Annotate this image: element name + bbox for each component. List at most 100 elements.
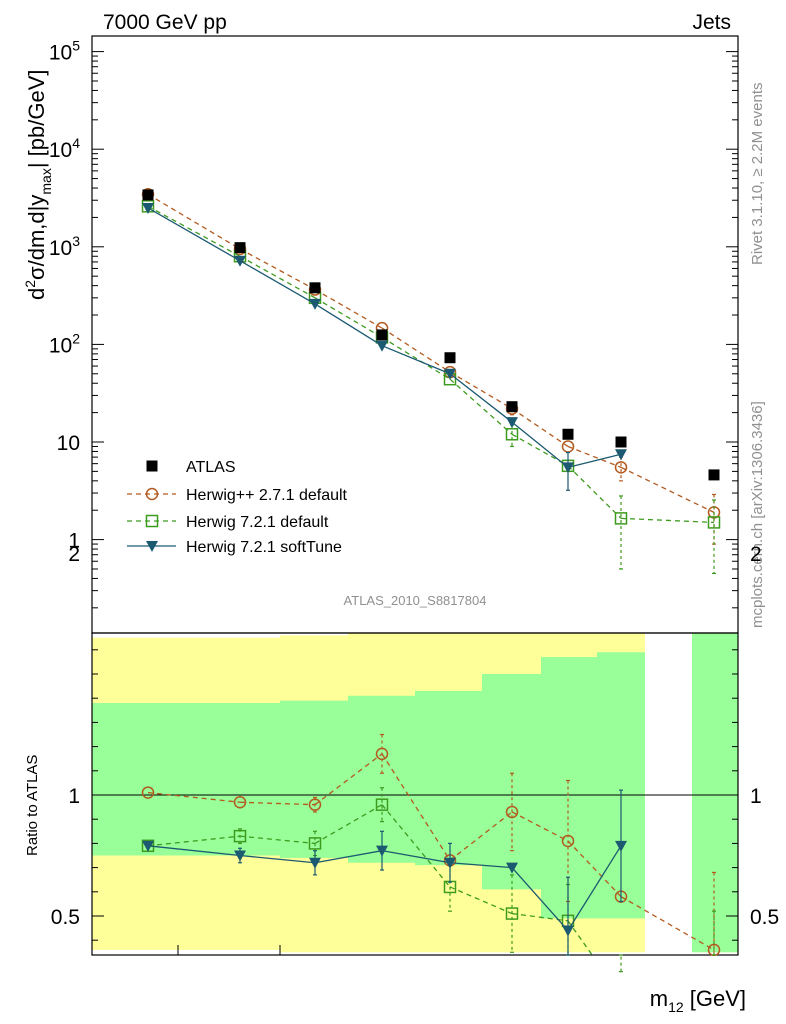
series-line-segment (449, 371, 513, 410)
uncertainty-band-inner (280, 700, 348, 858)
data-point (708, 469, 720, 481)
series-line-segment (620, 517, 715, 524)
uncertainty-band-inner (541, 657, 597, 919)
data-point (375, 747, 389, 761)
y-tick-label: 105 (49, 38, 80, 65)
x-axis-label: m12 [GeV] (650, 986, 746, 1015)
data-point (505, 805, 519, 819)
series-line-segment (147, 835, 241, 847)
data-point (142, 202, 154, 214)
ratio-y-tick-label: 2 (68, 543, 80, 566)
ratio-y-tick-label: 1 (68, 785, 80, 808)
data-point (145, 514, 159, 528)
y-tick-label: 10 (57, 432, 80, 455)
series-line-segment (511, 867, 569, 931)
series-line-segment (449, 811, 513, 861)
series-line-segment (449, 862, 513, 869)
data-point (505, 907, 519, 920)
series-line-segment (511, 408, 569, 448)
y-tick-label-base: 10 (49, 334, 72, 357)
y-tick-label-base: 10 (49, 139, 72, 162)
series-line-segment (314, 303, 383, 347)
ratio-y-tick-label: 0.5 (51, 906, 80, 929)
series-line-segment (567, 465, 622, 519)
y-tick-label-exp: 3 (72, 233, 80, 249)
series-line-segment (381, 336, 451, 380)
y-tick-label-exp: 4 (72, 135, 80, 151)
series-line-segment (147, 193, 241, 250)
series-line-segment (381, 345, 451, 375)
data-point (506, 417, 518, 429)
series-line-segment (239, 801, 316, 806)
series-line-segment (381, 850, 451, 864)
data-point (506, 401, 518, 413)
data-point (309, 298, 321, 310)
data-point (376, 845, 388, 857)
analysis-id-label: ATLAS_2010_S8817804 (344, 593, 487, 608)
data-point (234, 850, 246, 862)
legend-label: Herwig++ 2.7.1 default (186, 487, 348, 504)
legend-label: Herwig 7.2.1 softTune (186, 539, 342, 556)
data-point (444, 857, 456, 869)
series-line-segment (239, 854, 316, 864)
legend: ATLAS Herwig++ 2.7.1 default Herwig 7.2.1 … (127, 459, 348, 556)
series-line-segment (449, 378, 513, 435)
data-point (615, 436, 627, 448)
legend-label: ATLAS (186, 459, 236, 476)
data-point (615, 840, 627, 852)
mcplots-label: mcplots.cern.ch [arXiv:1306.3436] (749, 401, 766, 628)
data-point (146, 541, 158, 552)
data-point (561, 834, 575, 848)
y-tick-label-base: 10 (49, 237, 72, 260)
data-point (505, 428, 519, 441)
data-point (444, 352, 456, 364)
series-line-segment (239, 835, 316, 845)
ratio-series-layer (141, 733, 721, 973)
series-line-segment (381, 327, 451, 373)
ratio-y-tick-label-right: 2 (750, 543, 762, 566)
header-left: 7000 GeV pp (103, 11, 227, 34)
ratio-y-axis-label: Ratio to ATLAS (24, 755, 41, 856)
ratio-y-tick-label-right: 0.5 (750, 906, 779, 929)
series-line-segment (147, 791, 241, 803)
series-line-segment (567, 453, 622, 468)
data-point (308, 837, 322, 850)
series-line-segment (567, 920, 593, 956)
data-point (615, 449, 627, 461)
series-line-segment (147, 205, 241, 257)
uncertainty-band-inner (692, 633, 738, 953)
series-line-segment (449, 373, 513, 423)
series-line-segment (314, 850, 383, 864)
uncertainty-band-inner (415, 690, 482, 866)
y-tick-label: 1 (68, 530, 80, 553)
data-point (146, 460, 158, 472)
series-line-segment (449, 886, 513, 915)
data-point (375, 798, 389, 811)
data-point (309, 282, 321, 294)
data-point (562, 428, 574, 440)
data-point (308, 798, 322, 811)
data-point (562, 462, 574, 474)
data-point (142, 189, 154, 201)
y-tick-label-exp: 2 (72, 330, 80, 346)
y-tick-label: 103 (49, 233, 80, 260)
series-line-segment (147, 207, 241, 262)
main-plot-frame (91, 35, 739, 634)
legend-label: Herwig 7.2.1 default (186, 514, 329, 531)
data-point (234, 255, 246, 267)
series-line-segment (620, 466, 715, 513)
data-point (506, 862, 518, 874)
data-point (142, 840, 154, 852)
uncertainty-band-inner (92, 703, 178, 856)
data-point (141, 786, 155, 799)
header-right: Jets (692, 11, 731, 34)
series-line-segment (239, 255, 316, 299)
series-line-segment (511, 811, 569, 842)
data-point (707, 516, 721, 529)
data-point (234, 242, 246, 254)
rivet-label: Rivet 3.1.10, ≥ 2.2M events (749, 83, 766, 266)
y-tick-label-base: 10 (49, 42, 72, 65)
main-series-layer (141, 188, 721, 575)
